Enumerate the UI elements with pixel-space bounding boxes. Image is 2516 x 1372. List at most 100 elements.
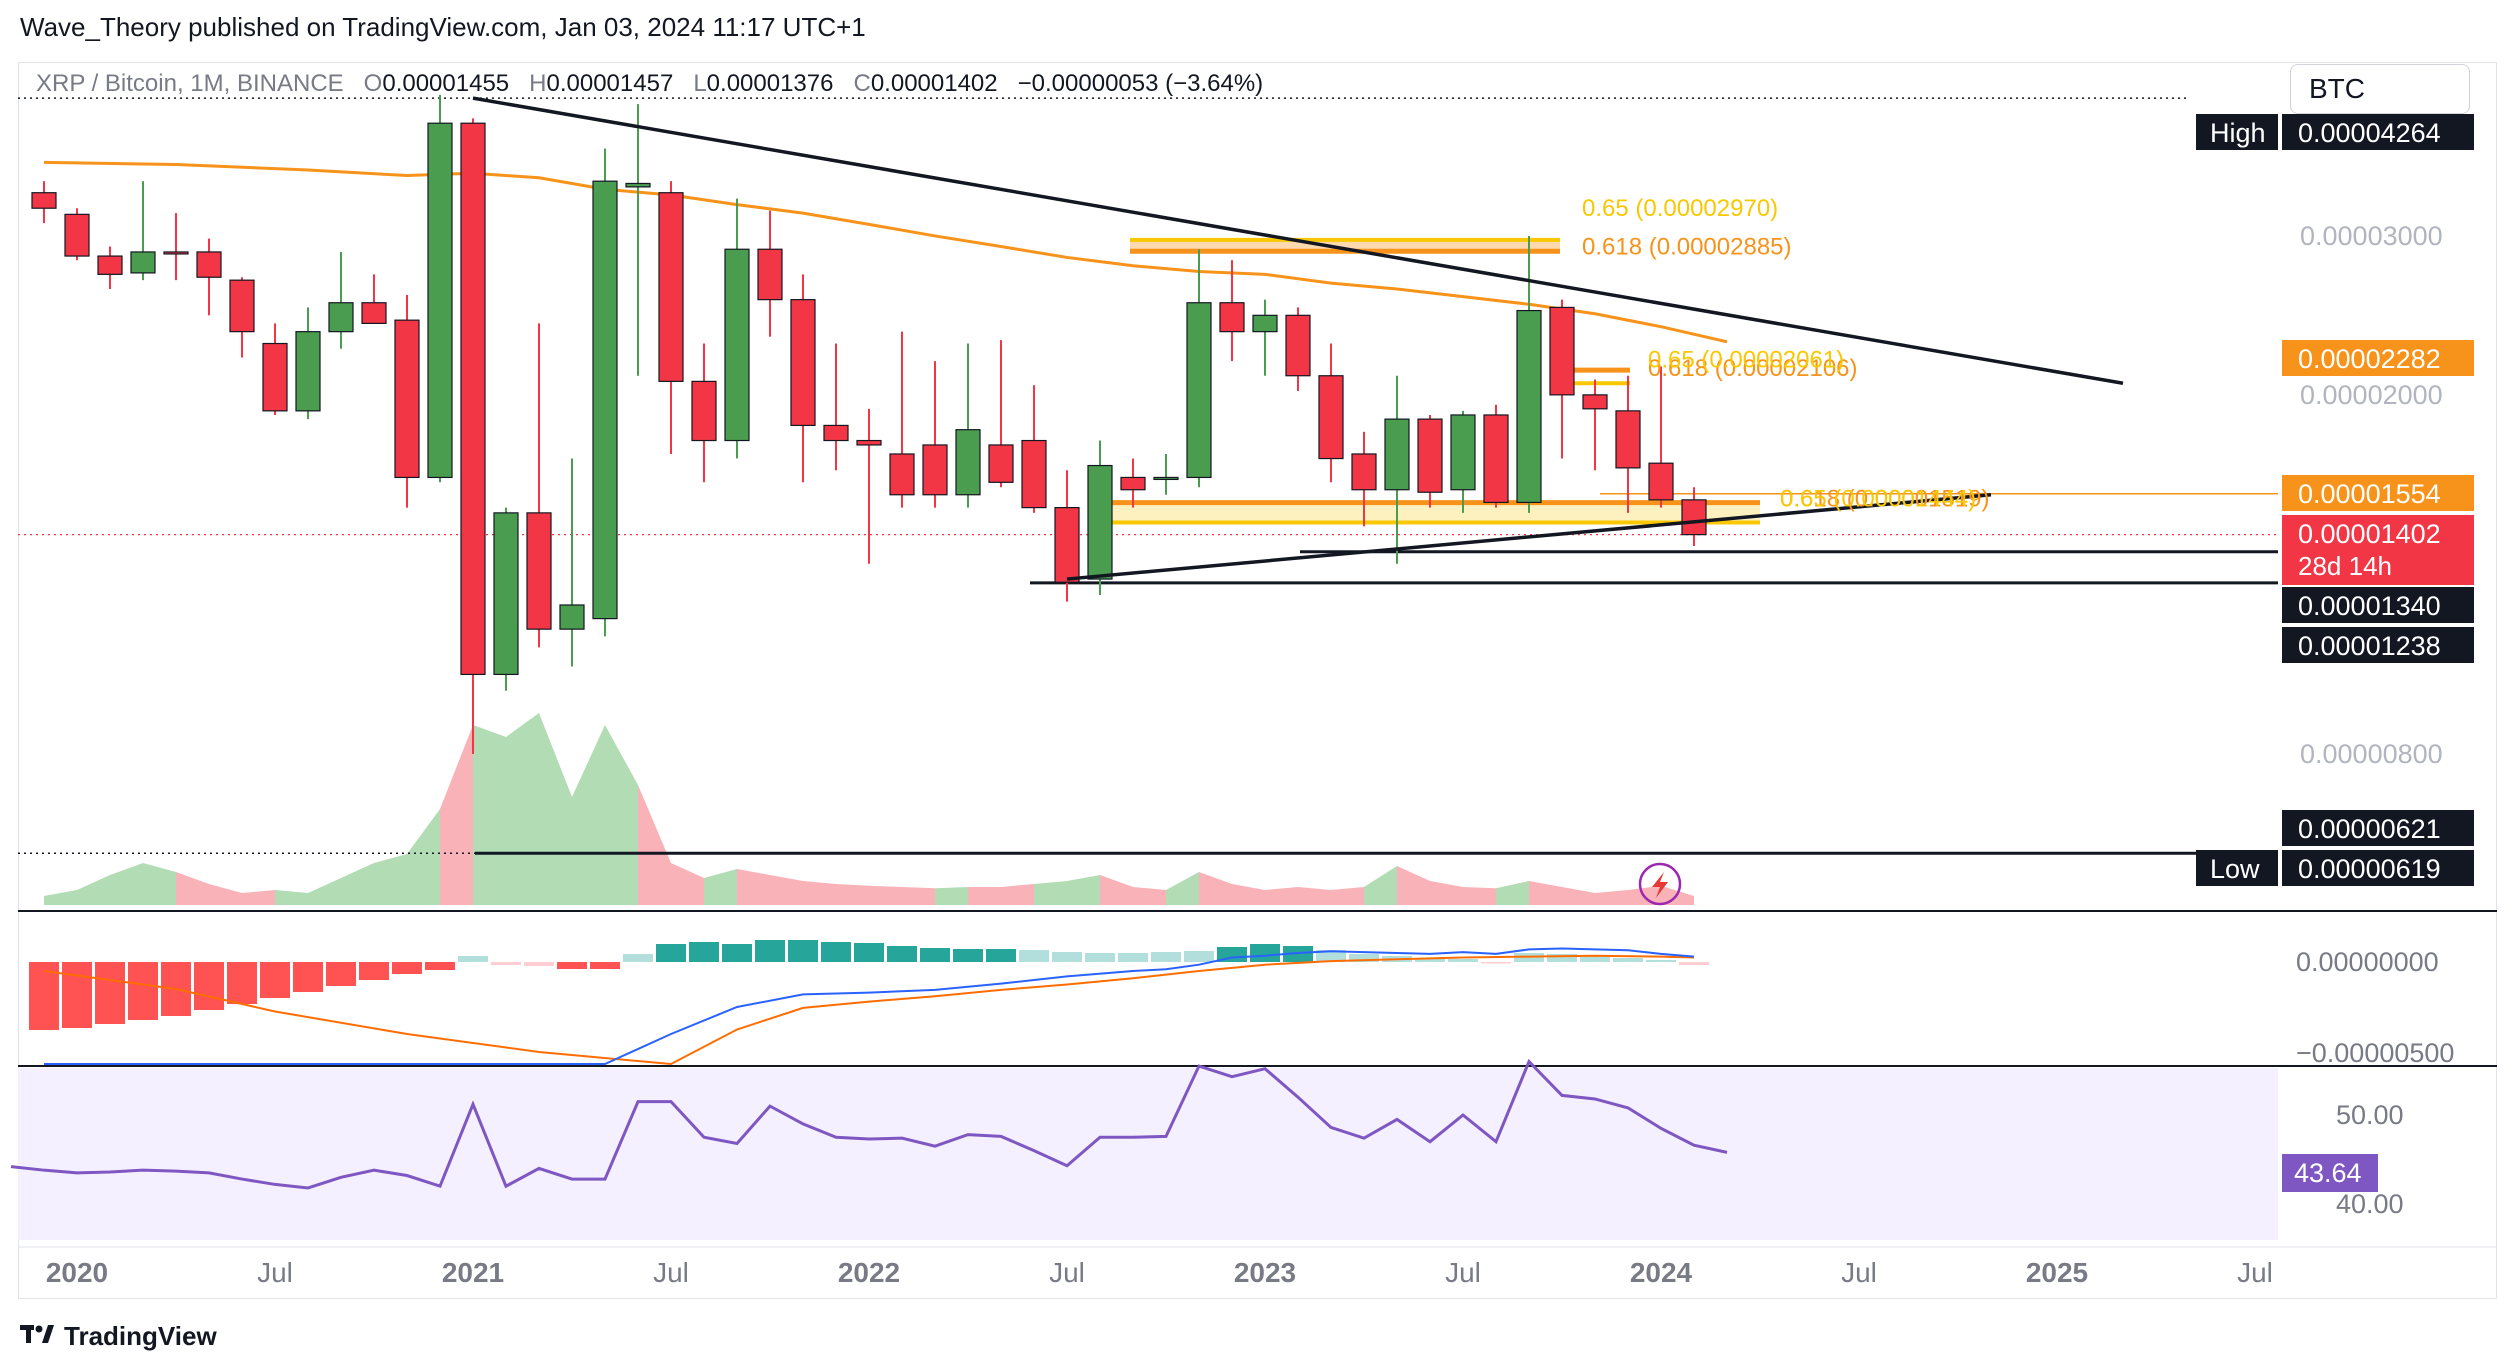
macd-histogram-bar: [128, 962, 158, 1020]
macd-line: [44, 947, 1695, 1065]
macd-histogram-bar: [491, 962, 521, 965]
macd-histogram-bar: [227, 962, 257, 1004]
fib-label: 0.618 (0.00001519): [1780, 486, 1990, 513]
macd-histogram-bar: [557, 962, 587, 969]
macd-histogram-bar: [392, 962, 422, 974]
lightning-icon-ring: [1638, 862, 1682, 906]
volume-segment: [638, 785, 671, 905]
symbol-label[interactable]: XRP / Bitcoin, 1M, BINANCE: [36, 70, 344, 97]
candle-body: [1549, 306, 1575, 396]
volume-segment: [671, 863, 704, 905]
candle-body: [823, 424, 849, 442]
macd-histogram-bar: [656, 944, 686, 962]
candle-body: [1516, 309, 1542, 504]
macd-histogram-bar: [1679, 962, 1709, 965]
price-label-value: 0.00001238: [2298, 631, 2441, 661]
macd-histogram-bar: [326, 962, 356, 986]
candle-body: [1450, 414, 1476, 491]
macd-histogram-bar: [1448, 959, 1478, 962]
candle-body: [130, 251, 156, 274]
candle-body: [163, 251, 189, 255]
candle-body: [328, 302, 354, 333]
low-value: 0.00001376: [706, 70, 834, 97]
candle-body: [1417, 418, 1443, 493]
volume-segment: [77, 875, 110, 905]
macd-histogram-bar: [788, 940, 818, 962]
currency-button[interactable]: BTC: [2290, 64, 2470, 114]
rsi-value-box: [2282, 1154, 2378, 1192]
price-label-box: [2282, 627, 2474, 663]
volume-segment: [572, 725, 605, 905]
candle-body: [1318, 375, 1344, 460]
candle-body: [955, 429, 981, 496]
candle-body: [229, 279, 255, 333]
high-key: H: [529, 70, 547, 97]
price-label-box: [2282, 114, 2474, 150]
fib-label: 0.65 (0.00002970): [1582, 195, 1778, 222]
candle-body: [757, 248, 783, 301]
tradingview-logo-icon: [20, 1320, 56, 1352]
volume-segment: [1562, 887, 1595, 905]
price-label-box: [2282, 587, 2474, 623]
candle-body: [790, 299, 816, 427]
macd-signal-line: [43, 954, 1695, 1066]
volume-segment: [1463, 887, 1496, 905]
price-label-countdown: 28d 14h: [2298, 551, 2392, 581]
macd-histogram-bar: [1415, 958, 1445, 962]
macd-histogram-bar: [95, 962, 125, 1024]
fib-label: 0.618 (0.00002885): [1582, 233, 1792, 260]
rsi-background: [18, 1068, 2278, 1240]
price-label-value: 0.00004264: [2298, 118, 2441, 148]
volume-segment: [275, 890, 308, 905]
rsi-axis-tick: 40.00: [2336, 1189, 2404, 1219]
candle-body: [526, 512, 552, 630]
price-label-tag: High: [2210, 118, 2266, 148]
macd-histogram-bar: [1646, 960, 1676, 962]
candle-body: [1054, 507, 1080, 583]
volume-segment: [770, 875, 803, 905]
macd-histogram-bar: [194, 962, 224, 1010]
macd-axis-tick: −0.00000500: [2296, 1038, 2454, 1068]
candle-body: [394, 319, 420, 479]
macd-histogram-bar: [1481, 962, 1511, 964]
volume-segment: [143, 863, 176, 905]
volume-segment: [440, 725, 473, 905]
candle-body: [559, 604, 585, 630]
price-label-box: [2282, 475, 2474, 511]
candle-body: [1615, 410, 1641, 469]
price-label-box: [2282, 340, 2474, 376]
lightning-icon: [1638, 862, 1682, 906]
price-label-value: 0.00001402: [2298, 519, 2441, 549]
macd-axis-tick: 0.00000000: [2296, 947, 2439, 977]
macd-histogram-bar: [62, 962, 92, 1028]
volume-segment: [506, 713, 539, 905]
publisher-header: Wave_Theory published on TradingView.com…: [20, 12, 866, 42]
trendline-upper: [472, 96, 2124, 385]
macd-histogram-bar: [425, 962, 455, 970]
volume-segment: [1364, 866, 1397, 905]
macd-histogram-bar: [1250, 944, 1280, 962]
candle-body: [460, 122, 486, 676]
volume-segment: [407, 809, 440, 905]
fib-label: 0.618 (0.00002106): [1648, 355, 1858, 382]
time-axis-label: Jul: [1445, 1257, 1481, 1288]
candle-body: [31, 192, 57, 209]
time-axis-label: 2022: [838, 1257, 900, 1288]
volume-segment: [539, 713, 572, 905]
volume-segment: [44, 890, 77, 905]
price-label-value: 0.00001340: [2298, 591, 2441, 621]
macd-histogram-bar: [590, 962, 620, 969]
candle-body: [361, 302, 387, 325]
candle-body: [592, 180, 618, 620]
macd-histogram-bar: [1118, 953, 1148, 962]
change-value: −0.00000053 (−3.64%): [1017, 70, 1264, 97]
macd-histogram-bar: [524, 962, 554, 966]
macd-histogram-bar: [1019, 950, 1049, 962]
tradingview-logo[interactable]: TradingView: [20, 1320, 217, 1352]
volume-segment: [1529, 881, 1562, 905]
volume-segment: [473, 725, 506, 905]
candle-body: [1648, 462, 1674, 501]
candle-body: [1384, 418, 1410, 491]
candle-body: [493, 512, 519, 676]
